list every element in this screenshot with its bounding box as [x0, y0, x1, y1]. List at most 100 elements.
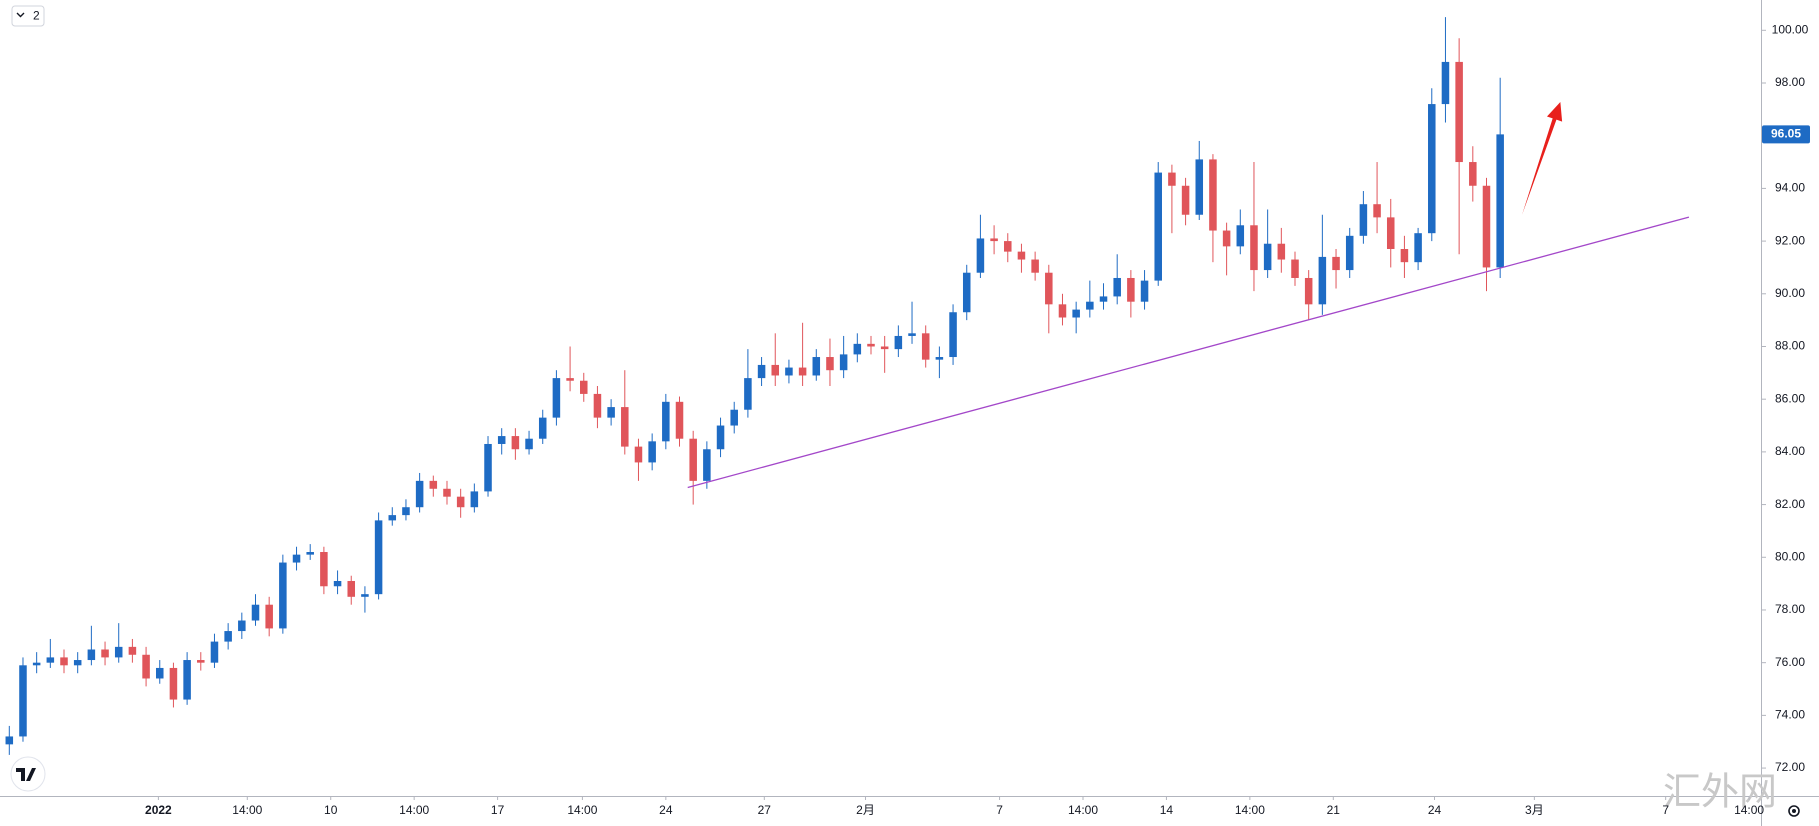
candle-body — [867, 343, 875, 347]
candle-body — [1345, 235, 1354, 271]
candle-body — [511, 436, 520, 450]
y-tick-label: 72.00 — [1775, 760, 1805, 774]
candle-body — [839, 354, 848, 371]
candle-body — [538, 417, 547, 439]
candle-body — [580, 380, 588, 394]
candle-body — [347, 580, 356, 597]
trend-line — [687, 216, 1690, 489]
candle-body — [60, 657, 68, 666]
candle-body — [1072, 309, 1080, 318]
candle-body — [1236, 225, 1245, 247]
x-tick-label: 14:00 — [1235, 803, 1265, 817]
watermark: 汇外网 — [1663, 770, 1777, 814]
candle-body — [443, 488, 451, 497]
candle-body — [962, 272, 971, 313]
candle-body — [333, 580, 342, 587]
candle-body — [593, 393, 602, 418]
candle-body — [1263, 243, 1272, 271]
candle-body — [1045, 272, 1053, 305]
candle-body — [197, 660, 205, 663]
candle-body — [374, 520, 383, 595]
y-tick-label: 100.00 — [1772, 22, 1809, 36]
candle-body — [415, 480, 424, 508]
candle-body — [880, 346, 889, 350]
candle-body — [1386, 217, 1395, 249]
candle-body — [1058, 304, 1067, 318]
candle-body — [798, 367, 807, 376]
x-tick-label: 14:00 — [232, 803, 262, 817]
candle-body — [812, 357, 821, 376]
candle-body — [771, 364, 780, 376]
candle-body — [1482, 185, 1491, 268]
candle-body — [826, 357, 834, 371]
candle-body — [1428, 104, 1436, 234]
candle-body — [716, 425, 725, 450]
chevron-icon — [16, 12, 25, 18]
x-tick-label: 7 — [1662, 803, 1669, 817]
candle-body — [114, 646, 123, 658]
candle-body — [265, 604, 273, 629]
candle-body — [238, 620, 246, 632]
logo — [10, 756, 46, 792]
candle-body — [224, 631, 232, 642]
y-tick-label: 92.00 — [1775, 233, 1805, 247]
candle-body — [19, 665, 27, 737]
candle-body — [1154, 172, 1162, 281]
x-tick-label: 24 — [659, 803, 673, 817]
candle-body — [757, 364, 766, 379]
candle-body — [1127, 277, 1135, 302]
y-tick-label: 82.00 — [1775, 497, 1805, 511]
candle-body — [1195, 159, 1204, 215]
candle-body — [497, 436, 506, 444]
candle-body — [1113, 277, 1121, 297]
last-price-label: 96.05 — [1771, 127, 1801, 141]
candle-body — [662, 401, 670, 442]
x-tick-label: 14:00 — [567, 803, 597, 817]
legend-button-text[interactable]: 2 — [33, 9, 40, 23]
candle-body — [142, 654, 150, 679]
candle-body — [429, 480, 438, 489]
x-tick-label: 24 — [1428, 803, 1442, 817]
candle-body — [1086, 301, 1094, 310]
candle-body — [484, 443, 492, 492]
candle-body — [32, 662, 41, 666]
x-tick-label: 14:00 — [399, 803, 429, 817]
last-price-box — [1762, 125, 1810, 144]
candle-body — [169, 667, 178, 700]
candle-body — [621, 407, 629, 447]
candle-body — [1031, 259, 1039, 273]
y-tick-label: 88.00 — [1775, 339, 1805, 353]
y-tick-label: 78.00 — [1775, 602, 1805, 616]
candle-body — [1332, 256, 1340, 271]
candle-body — [689, 438, 697, 481]
y-tick-label: 86.00 — [1775, 391, 1805, 405]
candle-body — [703, 449, 711, 481]
candle-body — [1441, 61, 1450, 105]
candle-body — [1099, 296, 1108, 302]
candle-body — [1168, 172, 1176, 186]
x-tick-label: 21 — [1327, 803, 1341, 817]
x-tick-label: 14:00 — [1068, 803, 1098, 817]
candle-body — [1209, 159, 1217, 231]
settings-icon[interactable] — [1788, 805, 1800, 817]
candle-body — [1304, 277, 1313, 305]
candle-body — [908, 333, 916, 336]
x-tick-label: 14 — [1160, 803, 1174, 817]
candle-body — [675, 401, 684, 439]
candle-body — [785, 367, 793, 376]
legend-toggle[interactable] — [11, 5, 45, 27]
candle-body — [279, 562, 287, 629]
candle-body — [1469, 162, 1477, 186]
candle-body — [1318, 256, 1327, 305]
candle-body — [320, 552, 328, 587]
candle-body — [730, 409, 738, 426]
candle-body — [251, 604, 260, 621]
candle-body — [1140, 280, 1149, 302]
candle-body — [1400, 248, 1409, 263]
candle-body — [853, 343, 862, 355]
candle-body — [73, 660, 82, 666]
x-tick-label: 3月 — [1525, 803, 1544, 817]
